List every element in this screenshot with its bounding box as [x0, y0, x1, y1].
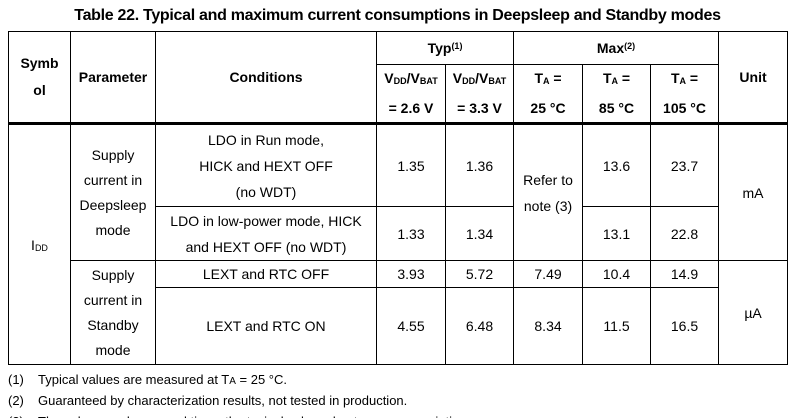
max-85-value-cell: 13.6: [582, 123, 652, 207]
refer-note-cell: Refer to note (3): [513, 123, 584, 261]
max-85-value-cell: 10.4: [582, 260, 652, 288]
col-header-ta-105: TA = 105 °C: [650, 64, 720, 125]
col-header-ta-85: TA = 85 °C: [582, 64, 652, 125]
col-header-symbol: Symb ol: [8, 31, 71, 125]
col-group-typ: Typ(1): [375, 31, 515, 65]
ta-label: TA =: [534, 70, 562, 86]
vdd-2v6-value: = 2.6 V: [388, 100, 434, 116]
col-header-parameter: Parameter: [70, 31, 156, 125]
max-105-value-cell: 16.5: [650, 287, 720, 365]
table-row: LEXT and RTC ON 4.55 6.48 8.34 11.5 16.5: [9, 287, 788, 365]
footnote-text: Guaranteed by characterization results, …: [38, 393, 408, 408]
vdd-vbat-label: VDD/VBAT: [384, 70, 438, 86]
conditions-cell: LDO in low-power mode, HICK and HEXT OFF…: [155, 206, 377, 261]
typ-2v6-value-cell: 4.55: [376, 287, 446, 365]
typ-3v3-value-cell: 1.36: [444, 123, 515, 207]
col-header-conditions: Conditions: [155, 31, 377, 125]
table-row: Supply current in Standby mode LEXT and …: [9, 260, 789, 365]
parameter-standby-cell: Supply current in Standby mode: [70, 260, 156, 365]
typ-note-ref: (1): [451, 41, 463, 51]
footnote-number: (2): [8, 393, 24, 408]
ta-label: TA =: [670, 70, 699, 86]
conditions-cell: LEXT and RTC OFF: [155, 260, 377, 288]
max-105-value-cell: 22.8: [650, 206, 720, 261]
typ-3v3-value-cell: 6.48: [444, 287, 515, 365]
footnote-number: (1): [8, 372, 24, 387]
footnote-3: (3) The value may be several times the t…: [8, 412, 795, 418]
vdd-vbat-label: VDD/VBAT: [452, 70, 507, 86]
col-group-max: Max(2): [513, 31, 720, 65]
typ-3v3-value-cell: 1.34: [444, 206, 515, 261]
parameter-deepsleep-cell: Supply current in Deepsleep mode: [70, 123, 156, 261]
current-consumption-table: Symb ol Parameter Conditions Typ(1) Max(…: [8, 31, 789, 365]
unit-ua-cell: µA: [718, 260, 789, 365]
max-105-value-cell: 14.9: [650, 260, 720, 288]
vdd-3v3-value: = 3.3 V: [457, 100, 502, 116]
table-title: Table 22. Typical and maximum current co…: [74, 7, 721, 24]
ta-25-value: 25 °C: [530, 100, 566, 116]
max-85-value-cell: 11.5: [582, 287, 652, 365]
typ-2v6-value-cell: 3.93: [376, 260, 446, 288]
col-header-vdd-3v3: VDD/VBAT = 3.3 V: [444, 64, 515, 125]
max-25-value-cell: 7.49: [513, 260, 584, 288]
footnotes: (1) Typical values are measured at TA = …: [8, 370, 795, 418]
typ-group-label: Typ: [427, 40, 452, 56]
col-header-unit: Unit: [718, 31, 789, 125]
footnote-1: (1) Typical values are measured at TA = …: [8, 370, 795, 391]
conditions-cell: LDO in Run mode, HICK and HEXT OFF (no W…: [155, 123, 377, 207]
max-group-label: Max: [596, 40, 625, 56]
typ-2v6-value-cell: 1.33: [376, 206, 446, 261]
max-25-value-cell: 8.34: [513, 287, 584, 365]
ta-label: TA =: [602, 70, 631, 86]
col-header-vdd-2v6: VDD/VBAT = 2.6 V: [376, 64, 446, 125]
max-note-ref: (2): [624, 41, 636, 51]
symbol-idd-cell: IDD: [8, 123, 71, 365]
footnote-number: (3): [8, 412, 38, 418]
max-105-value-cell: 23.7: [650, 123, 720, 207]
table-row: LDO in low-power mode, HICK and HEXT OFF…: [9, 206, 788, 261]
ta-105-value: 105 °C: [663, 100, 706, 116]
unit-ma-cell: mA: [718, 123, 789, 261]
footnote-text: Typical values are measured at TA = 25 °…: [38, 372, 288, 387]
col-header-ta-25: TA = 25 °C: [513, 64, 584, 125]
footnote-2: (2) Guaranteed by characterization resul…: [8, 391, 795, 412]
ta-85-value: 85 °C: [598, 100, 635, 116]
typ-3v3-value-cell: 5.72: [444, 260, 515, 288]
table-row: IDD Supply current in Deepsleep mode LDO…: [8, 123, 789, 365]
typ-2v6-value-cell: 1.35: [376, 123, 446, 207]
footnote-text: The value may be several times the typic…: [38, 412, 470, 418]
max-85-value-cell: 13.1: [582, 206, 652, 261]
conditions-cell: LEXT and RTC ON: [155, 287, 377, 365]
